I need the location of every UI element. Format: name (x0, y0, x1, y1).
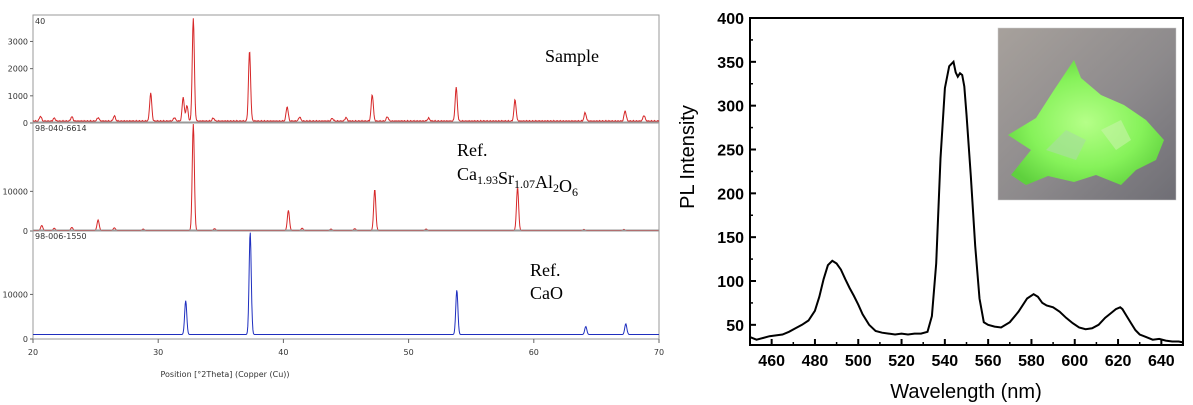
pl-x-tick-label: 460 (758, 353, 785, 370)
xrd-pattern-line (32, 18, 660, 123)
xrd-label-ref: Ref. (457, 140, 488, 160)
pl-x-tick-label: 540 (931, 353, 958, 370)
pl-y-tick-label: 150 (717, 230, 744, 247)
xrd-x-tick-label: 40 (278, 348, 288, 357)
xrd-label-sample: Sample (545, 46, 599, 66)
xrd-panel-frame (32, 14, 660, 124)
xrd-label-cao: CaO (530, 283, 563, 303)
pl-x-axis-label: Wavelength (nm) (890, 381, 1042, 403)
xrd-y-tick-label: 0 (23, 119, 28, 128)
xrd-x-tick-label: 20 (28, 348, 38, 357)
xrd-panel-code: 40 (35, 17, 45, 26)
pl-y-tick-label: 100 (717, 274, 744, 291)
xrd-chart: 0 1000 2000 3000 40 Sample 0 10000 98-040-6614 Re… (3, 14, 664, 379)
xrd-y-tick-label: 0 (23, 335, 28, 344)
pl-x-tick-label: 520 (888, 353, 915, 370)
xrd-panel-frame (32, 229, 660, 340)
pl-y-tick-label: 250 (717, 143, 744, 160)
pl-y-tick-label: 350 (717, 55, 744, 72)
xrd-label-ref: Ref. (530, 260, 561, 280)
xrd-panel-code: 98-006-1550 (35, 232, 87, 241)
pl-spectrum-chart: 50 100 150 200 250 300 350 400 460 480 500 520 540 56… (677, 11, 1184, 403)
pl-x-tick-label: 620 (1105, 353, 1132, 370)
xrd-y-tick-label: 1000 (8, 92, 28, 101)
xrd-panel-frame (32, 121, 660, 232)
pl-y-tick-label: 50 (726, 318, 744, 335)
xrd-panel-ref-cao: 0 10000 98-006-1550 Ref. CaO (3, 229, 660, 344)
pl-x-tick-label: 640 (1148, 353, 1175, 370)
xrd-x-axis-label: Position [°2Theta] (Copper (Cu)) (160, 370, 289, 379)
phosphor-photo-inset (997, 27, 1177, 201)
xrd-y-tick-label: 2000 (8, 65, 28, 74)
xrd-x-tick-label: 30 (153, 348, 163, 357)
xrd-y-tick-label: 10000 (3, 290, 28, 299)
xrd-y-tick-label: 3000 (8, 37, 28, 46)
pl-x-tick-label: 560 (975, 353, 1002, 370)
xrd-panel-ref-ca1.93: 0 10000 98-040-6614 Ref. Ca1.93Sr1.07Al2O6 (3, 121, 660, 236)
xrd-x-tick-label: 60 (529, 348, 539, 357)
pl-y-tick-label: 300 (717, 99, 744, 116)
xrd-panel-code: 98-040-6614 (35, 124, 87, 133)
pl-spectrum-line (749, 59, 1184, 344)
xrd-y-tick-label: 10000 (3, 187, 28, 196)
xrd-y-tick-label: 0 (23, 227, 28, 236)
pl-x-tick-label: 480 (802, 353, 829, 370)
xrd-label-formula: Ca1.93Sr1.07Al2O6 (457, 164, 578, 199)
pl-y-tick-label: 400 (717, 11, 744, 28)
xrd-x-tick-label: 50 (404, 348, 414, 357)
xrd-x-tick-label: 70 (654, 348, 664, 357)
pl-x-tick-label: 580 (1018, 353, 1045, 370)
pl-x-tick-label: 600 (1061, 353, 1088, 370)
pl-y-tick-label: 200 (717, 186, 744, 203)
xrd-pattern-line (33, 232, 659, 335)
pl-x-tick-label: 500 (845, 353, 872, 370)
pl-y-axis-label: PL Intensity (677, 105, 699, 209)
xrd-panel-sample: 0 1000 2000 3000 40 Sample (8, 14, 660, 128)
